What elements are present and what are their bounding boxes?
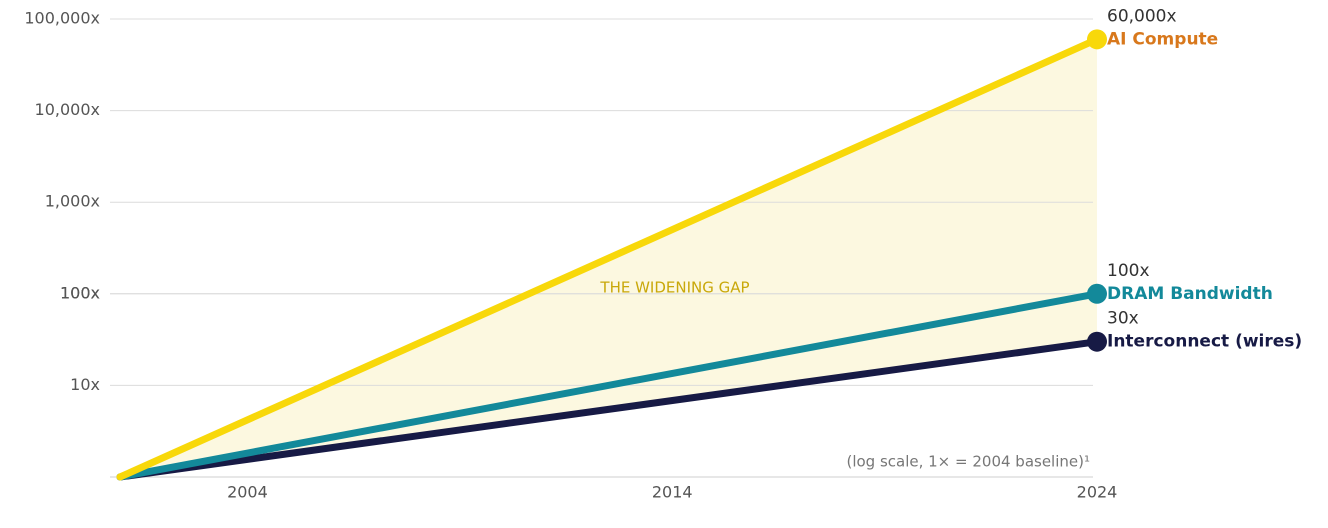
series-label: Interconnect (wires)	[1107, 332, 1302, 352]
series-line	[116, 290, 1101, 481]
end-point	[1087, 331, 1107, 352]
series-line	[116, 35, 1101, 481]
x-tick-label: 2014	[652, 483, 693, 502]
series-line	[116, 338, 1101, 481]
value-label: 60,000x	[1107, 6, 1177, 26]
value-label: 30x	[1107, 309, 1139, 329]
x-tick-label: 2024	[1077, 483, 1118, 502]
y-tick-label: 10,000x	[35, 100, 100, 119]
end-point	[1087, 283, 1107, 304]
y-tick-label: 100,000x	[24, 9, 100, 28]
value-label: 100x	[1107, 261, 1150, 281]
note: (log scale, 1× = 2004 baseline)¹	[846, 453, 1090, 471]
series-label: DRAM Bandwidth	[1107, 284, 1273, 304]
y-tick-label: 100x	[60, 283, 100, 302]
annotation: THE WIDENING GAP	[599, 279, 749, 297]
end-point	[1087, 29, 1107, 50]
series-label: AI Compute	[1107, 29, 1218, 49]
y-tick-label: 1,000x	[45, 192, 100, 211]
y-tick-label: 100x	[60, 283, 100, 302]
x-tick-label: 2004	[227, 483, 268, 502]
y-tick-label: 10x	[70, 375, 100, 394]
